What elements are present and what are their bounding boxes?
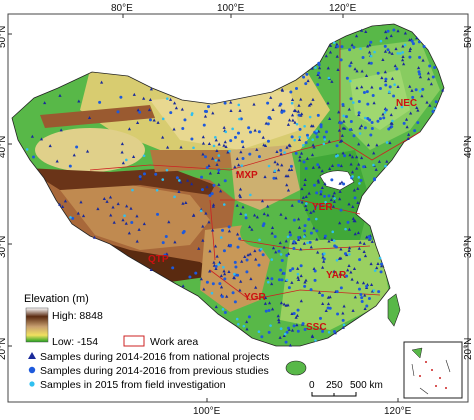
graticule-label-left-50n: 50°N bbox=[0, 26, 8, 48]
graticule-label-left-20n: 20°N bbox=[0, 338, 8, 360]
east-china-sea bbox=[384, 262, 420, 292]
sample-points-previous bbox=[31, 28, 438, 344]
work-area-legend: Work area bbox=[123, 335, 198, 348]
bohai-sea bbox=[319, 170, 355, 191]
region-label-ygr: YGR bbox=[244, 292, 266, 303]
region-label-yer: YER bbox=[312, 202, 333, 213]
south-china-sea-inset bbox=[403, 341, 463, 399]
work-area-swatch bbox=[123, 335, 145, 347]
taiwan-island bbox=[387, 293, 401, 327]
graticule-label-bottom-100e: 100°E bbox=[193, 406, 221, 417]
field-samples-label: Samples in 2015 from field investigation bbox=[40, 379, 226, 391]
graticule-label-top-100e: 100°E bbox=[217, 3, 245, 14]
graticule-label-top-80e: 80°E bbox=[111, 3, 133, 14]
elevation-color-ramp bbox=[25, 307, 49, 343]
elevation-legend-title: Elevation (m) bbox=[24, 293, 89, 305]
work-area-label: Work area bbox=[150, 336, 198, 348]
graticule-label-left-40n: 40°N bbox=[0, 136, 8, 158]
graticule-label-right-40n: 40°N bbox=[463, 136, 474, 158]
region-label-qtp: QTP bbox=[148, 254, 169, 265]
graticule-label-right-30n: 30°N bbox=[463, 236, 474, 258]
hainan-island bbox=[285, 360, 307, 376]
scale-label-500: 500 km bbox=[350, 380, 383, 391]
previous-dot-icon bbox=[28, 366, 36, 374]
national-triangle-icon bbox=[28, 352, 36, 359]
scale-label-250: 250 bbox=[326, 380, 343, 391]
graticule-label-top-120e: 120°E bbox=[329, 3, 357, 14]
graticule-label-bottom-120e: 120°E bbox=[384, 406, 412, 417]
region-label-ssc: SSC bbox=[306, 322, 327, 333]
sample-points-field bbox=[25, 39, 436, 342]
scale-bar: 0 250 500 km bbox=[309, 380, 383, 397]
samples-legend: Samples during 2014-2016 from national p… bbox=[28, 351, 269, 391]
frame-ticks bbox=[8, 14, 468, 402]
scale-label-0: 0 bbox=[309, 380, 315, 391]
elevation-low-label: Low: -154 bbox=[52, 336, 98, 348]
region-label-yar: YAR bbox=[326, 270, 347, 281]
graticule-label-right-50n: 50°N bbox=[463, 26, 474, 48]
previous-samples-label: Samples during 2014-2016 from previous s… bbox=[40, 365, 269, 377]
field-dot-icon bbox=[29, 381, 35, 387]
elevation-high-label: High: 8848 bbox=[52, 310, 103, 322]
region-label-mxp: MXP bbox=[236, 170, 258, 181]
national-samples-label: Samples during 2014-2016 from national p… bbox=[40, 351, 269, 363]
region-label-nec: NEC bbox=[396, 98, 417, 109]
elevation-legend: Elevation (m) High: 8848 Low: -154 bbox=[24, 293, 103, 348]
water-bodies bbox=[319, 170, 420, 292]
graticule-label-right-20n: 20°N bbox=[463, 338, 474, 360]
graticule-label-left-30n: 30°N bbox=[0, 236, 8, 258]
